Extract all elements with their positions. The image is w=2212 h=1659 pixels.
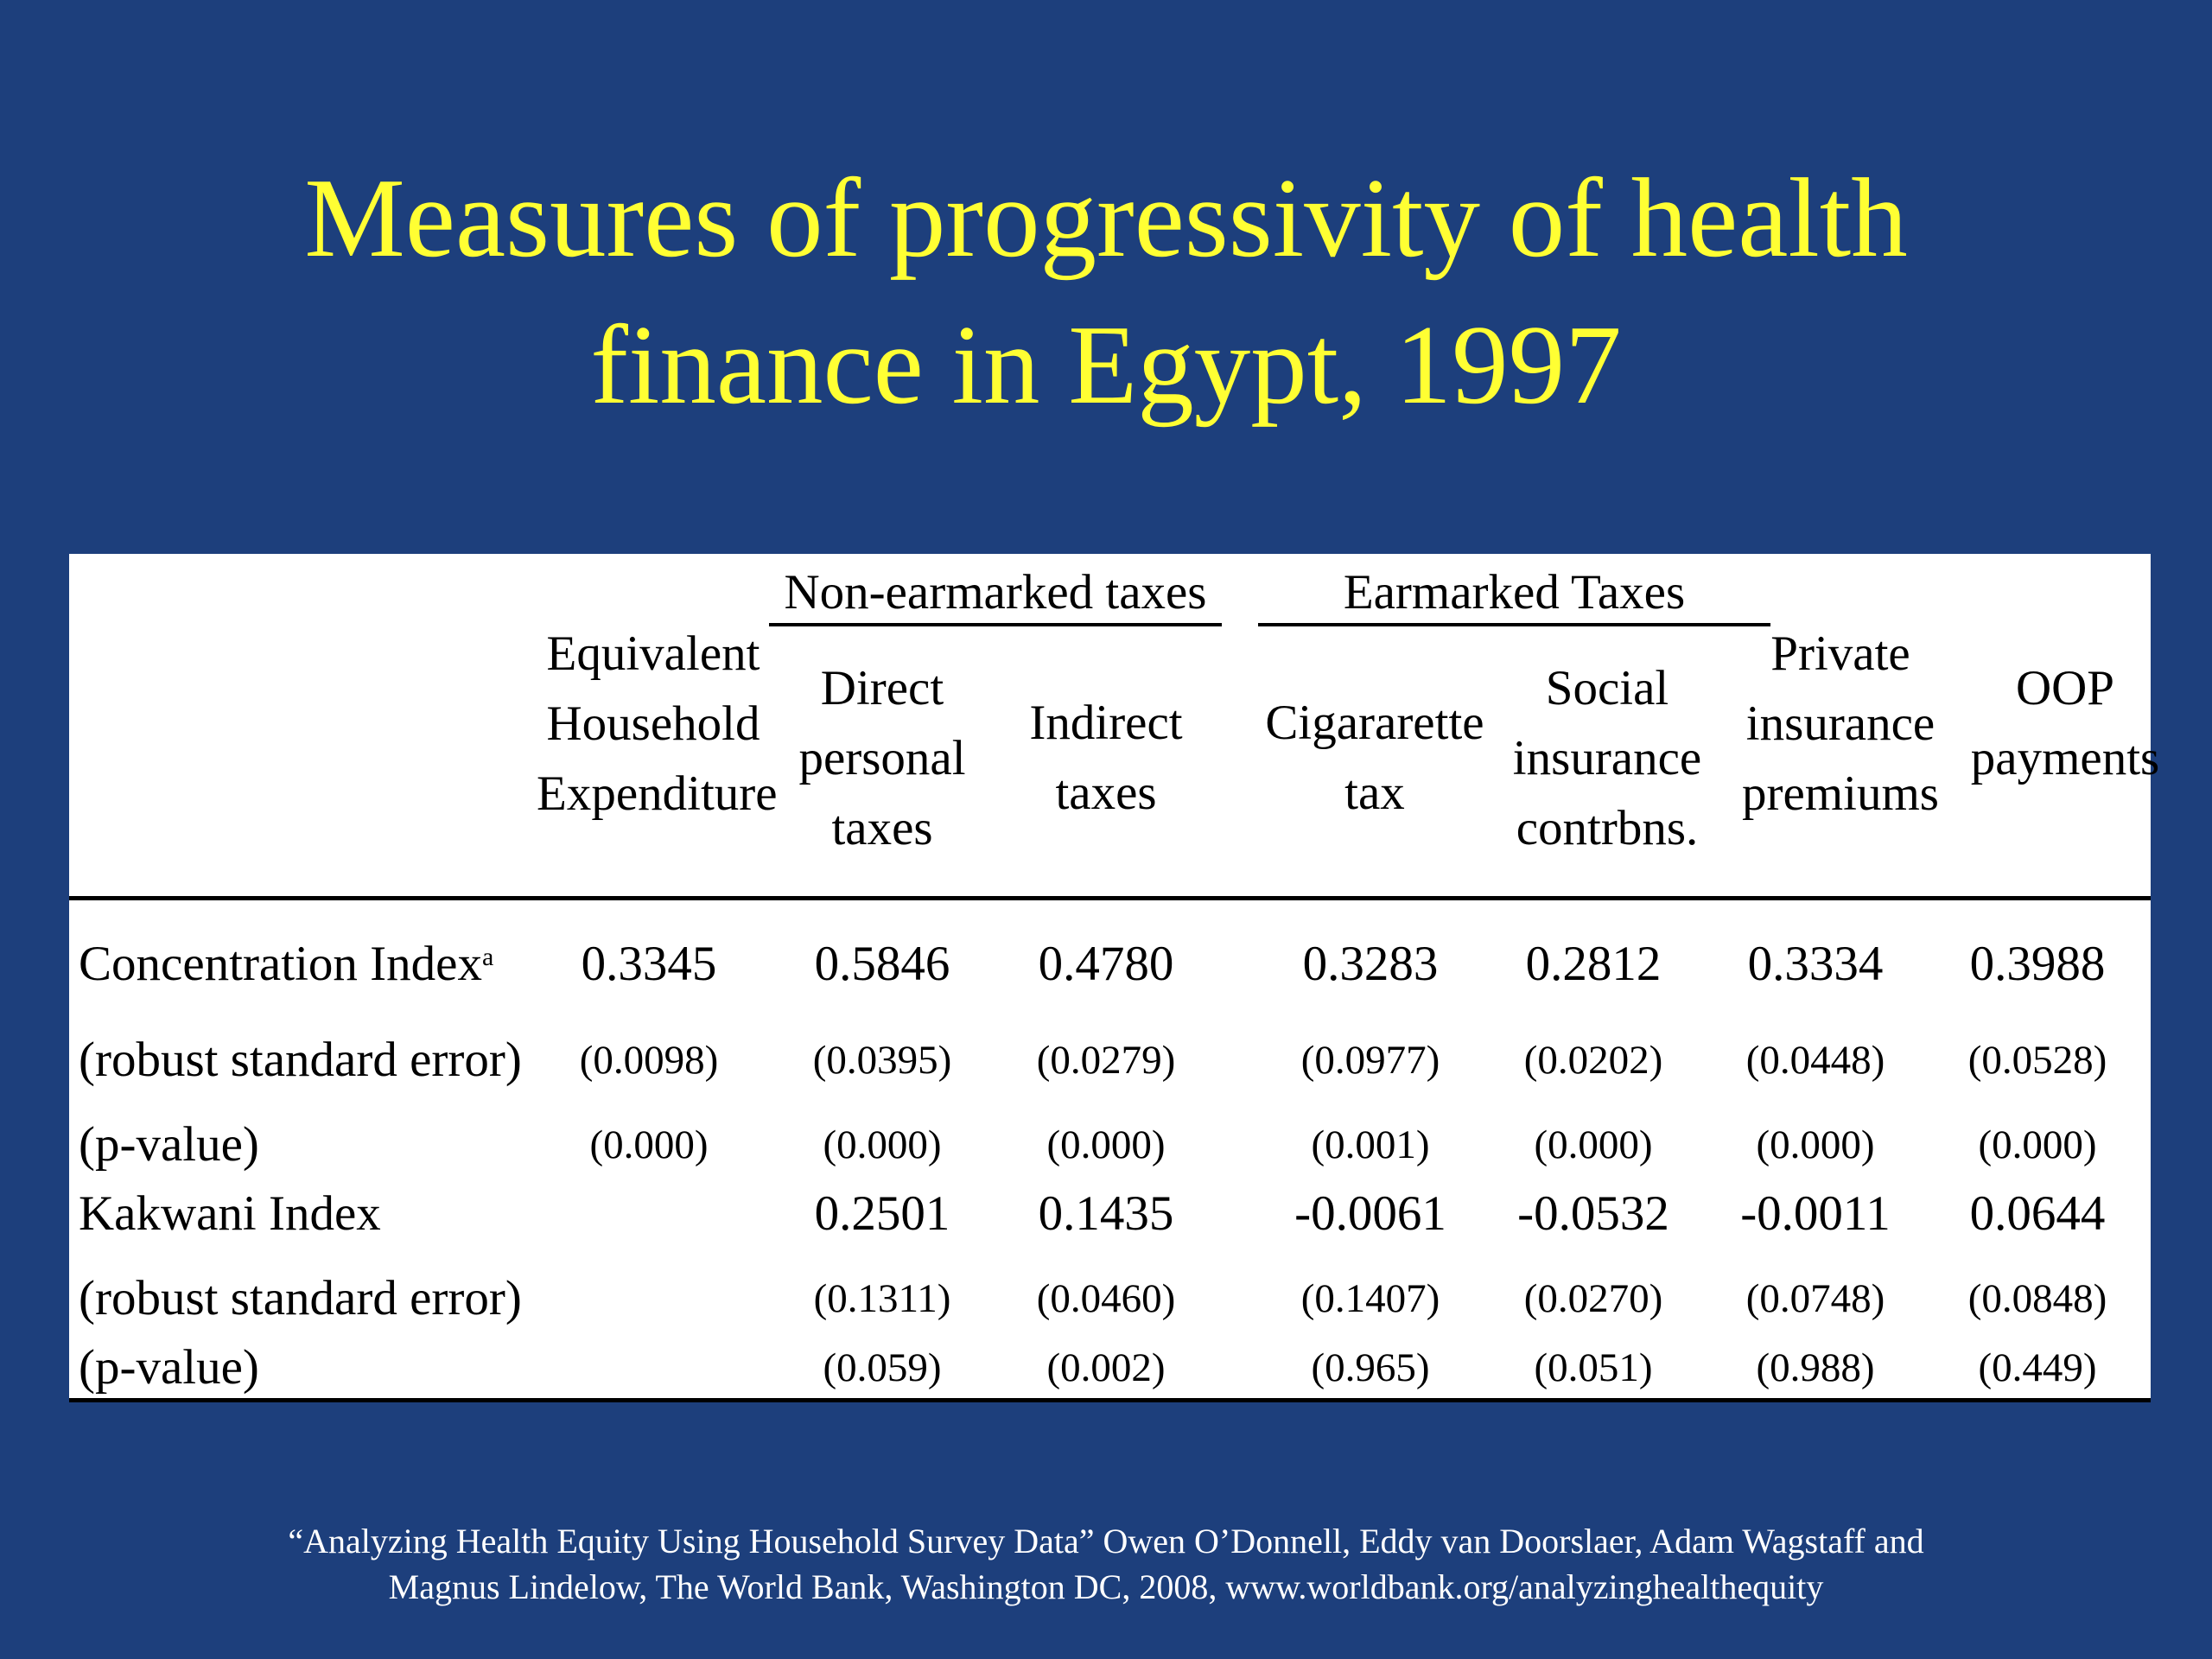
column-header-line: Direct bbox=[820, 661, 944, 715]
title-line-2: finance in Egypt, 1997 bbox=[590, 302, 1622, 428]
column-header-line: contrbns. bbox=[1516, 801, 1699, 855]
table-cell: (0.000) bbox=[1534, 1122, 1653, 1167]
row-label-text: Concentration Index bbox=[79, 937, 482, 991]
group-header-non-earmarked: Non-earmarked taxes bbox=[784, 565, 1207, 620]
citation-line-2: Magnus Lindelow, The World Bank, Washing… bbox=[388, 1567, 1824, 1606]
table-cell: (0.0848) bbox=[1967, 1276, 2107, 1321]
column-header-direct-personal-taxes: Direct personal taxes bbox=[770, 653, 995, 863]
table-cell: -0.0532 bbox=[1517, 1186, 1669, 1241]
table-cell: (0.002) bbox=[1046, 1345, 1166, 1390]
row-label-p-value: (p-value) bbox=[79, 1117, 259, 1172]
table-cell: (0.059) bbox=[823, 1345, 942, 1390]
column-header-oop-payments: OOP payments bbox=[1953, 653, 2177, 793]
column-header-line: taxes bbox=[831, 801, 933, 855]
table-cell: (0.0202) bbox=[1523, 1038, 1663, 1083]
table-cell: (0.0977) bbox=[1300, 1038, 1440, 1083]
row-label-p-value: (p-value) bbox=[79, 1340, 259, 1395]
table-cell: (0.1407) bbox=[1300, 1276, 1440, 1321]
row-label-concentration-index: Concentration Indexa bbox=[79, 934, 493, 995]
table-cell: (0.0460) bbox=[1036, 1276, 1176, 1321]
group-rule-non-earmarked bbox=[769, 623, 1222, 626]
column-header-social-insurance-contributions: Social insurance contrbns. bbox=[1486, 653, 1728, 863]
citation-line-1: “Analyzing Health Equity Using Household… bbox=[288, 1522, 1924, 1560]
table-cell: (0.0098) bbox=[579, 1038, 719, 1083]
column-header-line: insurance bbox=[1512, 731, 1702, 785]
table-cell: (0.0748) bbox=[1745, 1276, 1885, 1321]
table-cell: (0.000) bbox=[1978, 1122, 2097, 1167]
table-cell: (0.000) bbox=[1046, 1122, 1166, 1167]
column-header-line: Household bbox=[546, 696, 760, 751]
table-cell: (0.449) bbox=[1978, 1345, 2097, 1390]
table-cell: 0.3334 bbox=[1747, 937, 1884, 991]
column-header-private-insurance-premiums: Private insurance premiums bbox=[1728, 619, 1953, 829]
row-label-robust-standard-error: (robust standard error) bbox=[79, 1033, 522, 1087]
column-header-line: Equivalent bbox=[546, 626, 760, 681]
column-header-line: Indirect bbox=[1029, 696, 1183, 750]
citation-footer: “Analyzing Health Equity Using Household… bbox=[0, 1518, 2212, 1610]
slide-title: Measures of progressivity of health fina… bbox=[0, 145, 2212, 439]
table-cell: (0.0279) bbox=[1036, 1038, 1176, 1083]
table-cell: (0.001) bbox=[1311, 1122, 1430, 1167]
table-cell: -0.0061 bbox=[1294, 1186, 1446, 1241]
group-rule-earmarked bbox=[1258, 623, 1770, 626]
column-header-indirect-taxes: Indirect taxes bbox=[994, 688, 1218, 828]
table-cell: (0.1311) bbox=[813, 1276, 951, 1321]
table-cell: 0.3283 bbox=[1302, 937, 1439, 991]
table-cell: 0.0644 bbox=[1969, 1186, 2106, 1241]
table-cell: 0.3988 bbox=[1969, 937, 2106, 991]
table-cell: (0.051) bbox=[1534, 1345, 1653, 1390]
row-label-kakwani-index: Kakwani Index bbox=[79, 1186, 381, 1241]
table-cell: 0.2501 bbox=[814, 1186, 950, 1241]
progressivity-table: Non-earmarked taxes Earmarked Taxes Equi… bbox=[69, 554, 2159, 1402]
table-cell: 0.5846 bbox=[814, 937, 950, 991]
header-rule bbox=[69, 896, 2151, 900]
table-cell: 0.2812 bbox=[1525, 937, 1662, 991]
column-header-equivalent-household-expenditure: Equivalent Household Expenditure bbox=[537, 619, 778, 829]
table-cell: (0.988) bbox=[1756, 1345, 1875, 1390]
footnote-marker: a bbox=[481, 943, 494, 971]
table-cell: (0.000) bbox=[823, 1122, 942, 1167]
table-cell: (0.0528) bbox=[1967, 1038, 2107, 1083]
row-label-robust-standard-error: (robust standard error) bbox=[79, 1271, 522, 1325]
column-header-line: premiums bbox=[1742, 766, 1939, 821]
column-header-line: Social bbox=[1545, 661, 1669, 715]
table-cell: -0.0011 bbox=[1740, 1186, 1891, 1241]
table-cell: (0.0270) bbox=[1523, 1276, 1663, 1321]
column-header-line: Cigararette bbox=[1265, 696, 1484, 750]
column-header-line: payments bbox=[1970, 731, 2160, 785]
column-header-line: OOP bbox=[2015, 661, 2115, 715]
column-header-line: Expenditure bbox=[537, 766, 778, 821]
column-header-line: tax bbox=[1344, 766, 1405, 820]
table-cell: 0.1435 bbox=[1038, 1186, 1174, 1241]
column-header-line: taxes bbox=[1055, 766, 1157, 820]
table-cell: 0.4780 bbox=[1038, 937, 1174, 991]
table-cell: (0.000) bbox=[589, 1122, 709, 1167]
table-cell: 0.3345 bbox=[581, 937, 717, 991]
table-cell: (0.965) bbox=[1311, 1345, 1430, 1390]
table-cell: (0.0395) bbox=[812, 1038, 952, 1083]
column-header-line: Private bbox=[1770, 626, 1910, 681]
table-cell: (0.0448) bbox=[1745, 1038, 1885, 1083]
table-cell: (0.000) bbox=[1756, 1122, 1875, 1167]
column-header-line: personal bbox=[798, 731, 966, 785]
column-header-line: insurance bbox=[1745, 696, 1936, 751]
column-header-cigarette-tax: Cigararette tax bbox=[1258, 688, 1491, 828]
bottom-rule bbox=[69, 1398, 2151, 1402]
title-line-1: Measures of progressivity of health bbox=[304, 156, 1908, 281]
group-header-earmarked: Earmarked Taxes bbox=[1343, 565, 1686, 620]
